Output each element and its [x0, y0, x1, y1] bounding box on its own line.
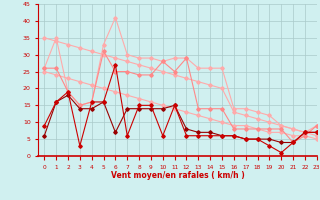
- X-axis label: Vent moyen/en rafales ( km/h ): Vent moyen/en rafales ( km/h ): [111, 171, 244, 180]
